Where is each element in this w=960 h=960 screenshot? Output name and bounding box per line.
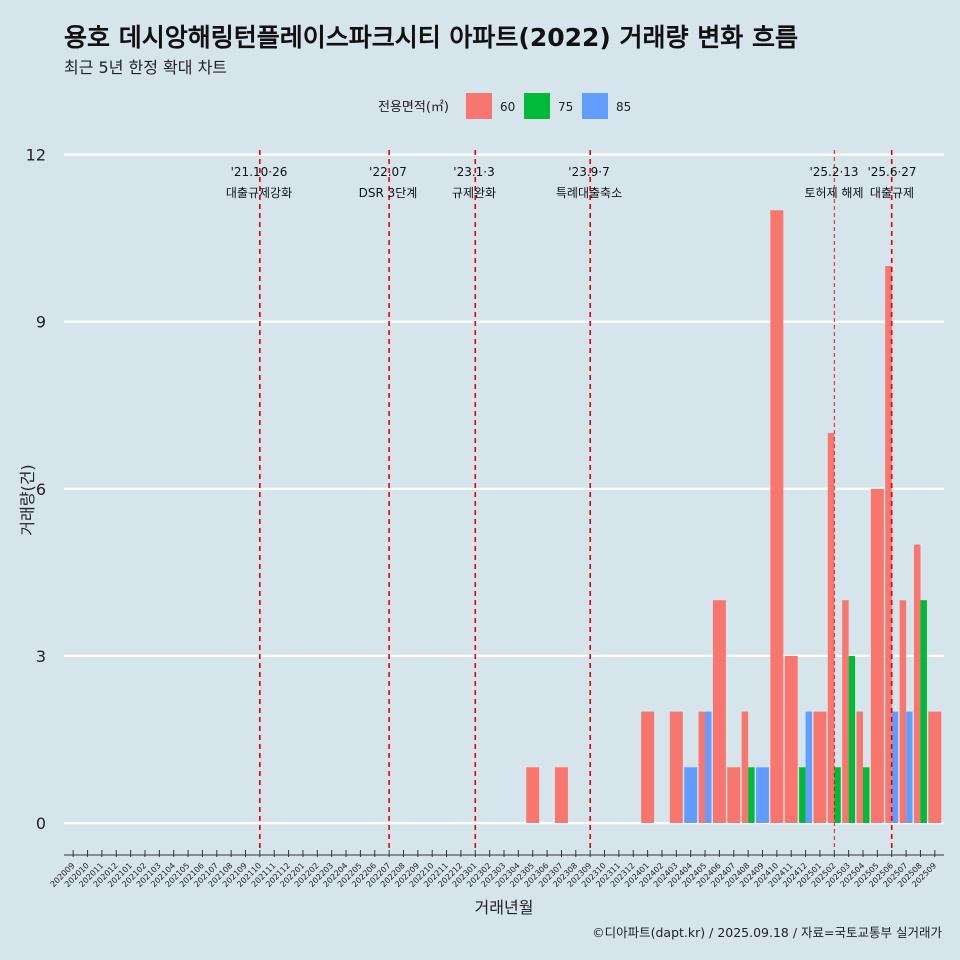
y-tick-label-12: 12 [26,146,46,165]
y-tick-label-9: 9 [36,313,46,332]
bar-202406-60 [712,600,726,823]
legend-label-75: 75 [558,100,573,114]
event-date-202110: '21.10·26 [231,165,288,179]
y-tick-label-6: 6 [36,480,46,499]
bar-202409-85 [756,767,769,823]
bar-202507-60 [899,600,907,823]
event-date-202502: '25.2·13 [809,165,858,179]
bar-202506-60 [885,266,892,823]
bar-202405-85 [705,711,712,823]
x-axis-title: 거래년월 [475,898,534,917]
legend-label-60: 60 [500,100,515,114]
bar-202502-75 [834,767,841,823]
bar-202405-60 [698,711,706,823]
y-axis-ticks: 0 3 6 9 12 [26,146,46,833]
bar-202508-75 [920,600,927,823]
legend-title: 전용면적(㎡) [378,100,449,115]
bar-202506-85 [891,711,899,823]
event-date-202506: '25.6·27 [867,165,916,179]
event-label-202110: 대출규제강화 [226,186,292,200]
event-lines: '21.10·26 대출규제강화 '22.07 DSR 3단계 '23.1·3 규제완화 '… [226,150,917,850]
bar-202502-60 [827,433,835,823]
chart-title: 용호 데시앙해링턴플레이스파크시티 아파트(2022) 거래량 변화 흐름 [64,23,798,52]
event-date-202207: '22.07 [369,165,407,179]
bar-202503-75 [848,655,856,823]
source-caption: ©디아파트(dapt.kr) / 2025.09.18 / 자료=국토교통부 실… [592,925,942,940]
bar-202401-60 [641,711,655,823]
legend-label-85: 85 [616,100,631,114]
bar-202508-60 [913,544,921,823]
bar-202403-60 [669,711,683,823]
bar-202412-85 [805,711,813,823]
event-label-202506: 대출규제 [870,186,914,200]
y-tick-label-3: 3 [36,647,46,666]
bar-202504-75 [863,767,870,823]
legend: 전용면적(㎡) 60 75 85 [378,93,631,119]
bar-202503-60 [842,600,849,823]
bar-202305-60 [526,767,540,823]
x-axis: 2020092020102020112020122021012021022021… [49,850,944,889]
y-tick-label-0: 0 [36,814,46,833]
event-label-202207: DSR 3단계 [359,186,418,200]
y-axis-title: 거래량(건) [18,464,37,535]
legend-key-75 [524,93,550,119]
bar-202504-60 [856,711,864,823]
chart-subtitle: 최근 5년 한정 확대 차트 [64,58,228,77]
bar-202408-60 [741,711,749,823]
bar-202507-85 [906,711,913,823]
legend-key-85 [582,93,608,119]
bar-202404-85 [684,767,698,823]
bar-202307-60 [554,767,568,823]
event-label-202309: 특례대출축소 [556,186,622,200]
bar-202509-60 [928,711,942,823]
bar-202411-60 [784,655,798,823]
bar-202407-60 [727,767,741,823]
bar-202408-75 [748,767,755,823]
event-date-202301: '23.1·3 [453,165,494,179]
event-label-202301: 규제완화 [452,186,496,200]
bar-202412-75 [799,767,806,823]
bars [526,210,942,824]
bar-202501-60 [813,711,827,823]
event-date-202309: '23.9·7 [568,165,609,179]
bar-202505-60 [870,488,884,823]
legend-key-60 [466,93,492,119]
bar-202410-60 [770,210,784,824]
event-label-202502: 토허제 해제 [804,186,863,200]
